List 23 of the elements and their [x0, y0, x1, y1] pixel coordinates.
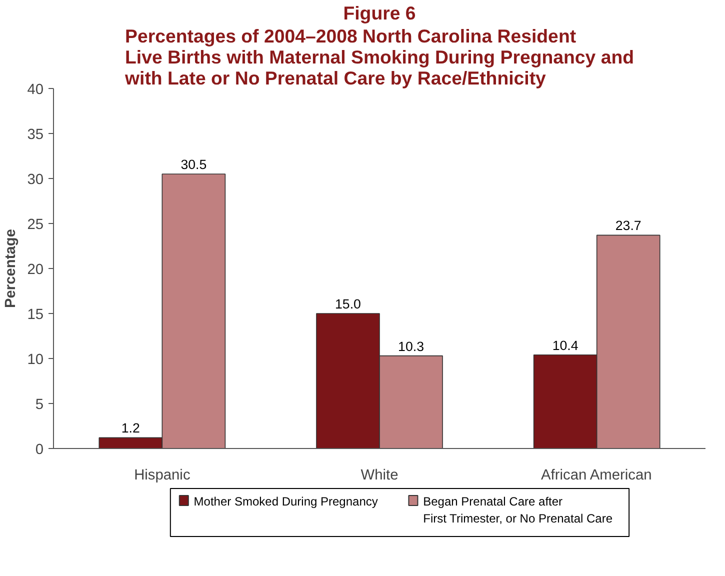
data-label: 1.2: [121, 420, 140, 436]
x-tick-label: African American: [541, 468, 652, 484]
x-tick-label: Hispanic: [134, 468, 190, 484]
y-tick-label: 5: [35, 397, 44, 413]
data-label: 30.5: [180, 157, 207, 172]
y-tick-label: 25: [27, 217, 44, 233]
y-tick-label: 20: [27, 262, 44, 278]
chart-subtitle: Percentages of 2004–2008 North Carolina Resident Live Births with Maternal Smoking During Pregnancy and with Late or No Prenatal Care by Race/Ethnicity: [124, 26, 634, 88]
y-tick-label: 15: [27, 307, 44, 323]
data-label: 10.4: [552, 338, 579, 353]
chart-title: Figure 6: [343, 2, 416, 24]
y-axis-title: Percentage: [3, 228, 20, 308]
y-tick-label: 30: [27, 172, 44, 188]
y-tick-label: 10: [27, 352, 44, 368]
data-label: 23.7: [615, 218, 642, 234]
data-label: 15.0: [335, 296, 361, 312]
legend-label: Began Prenatal Care after First Trimester, or No Prenatal Care: [423, 494, 613, 526]
legend-label: Mother Smoked During Pregnancy: [194, 494, 378, 508]
y-tick-label: 40: [27, 82, 44, 98]
x-tick-label: White: [360, 468, 398, 484]
data-label: 10.3: [398, 338, 424, 354]
y-tick-label: 0: [35, 442, 44, 458]
y-tick-label: 35: [27, 127, 44, 143]
